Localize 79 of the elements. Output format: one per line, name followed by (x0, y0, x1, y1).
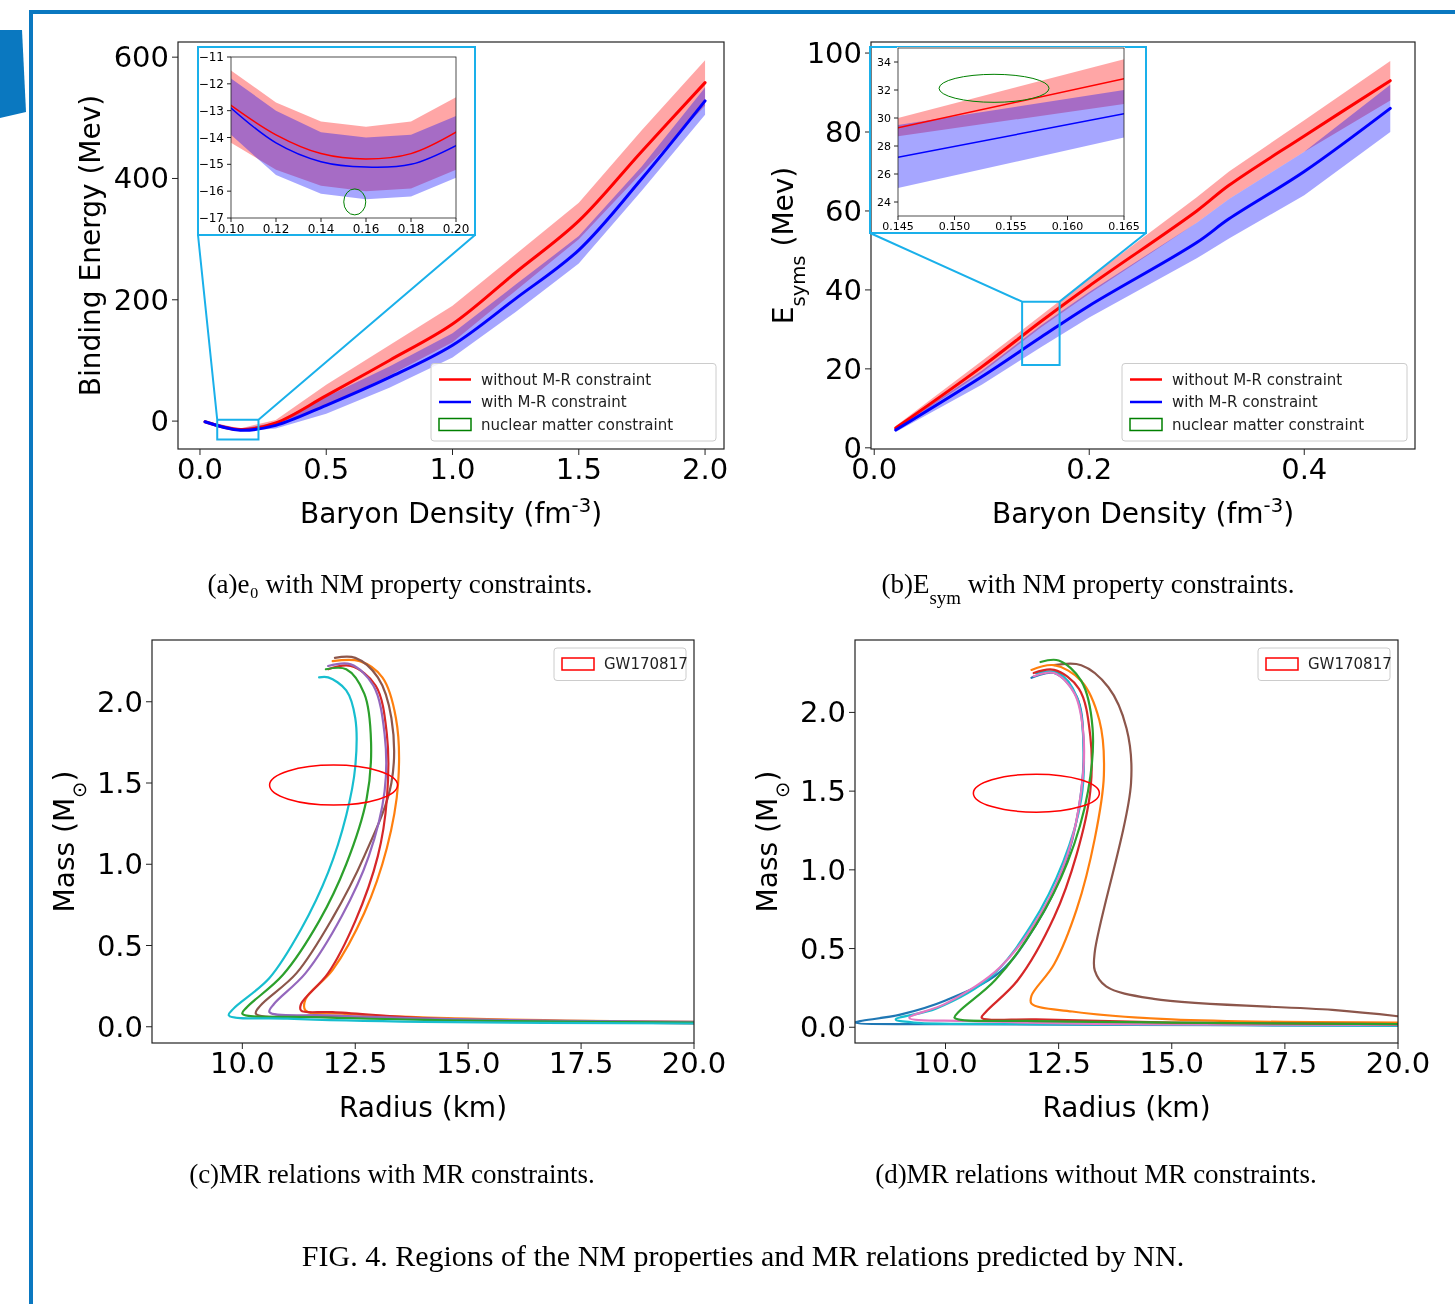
y-tick-label: −12 (198, 76, 224, 91)
y-axis-title: Binding Energy (Mev) (74, 94, 107, 397)
legend-label: without M-R constraint (481, 370, 652, 389)
y-tick-label: 1.0 (96, 847, 143, 882)
x-axis-title: Baryon Density (fm$^{-3}$) (991, 493, 1295, 530)
x-tick-label: 1.5 (555, 451, 602, 486)
y-tick-label: 20 (825, 351, 862, 386)
y-tick-label: 0.0 (96, 1009, 143, 1044)
x-tick-label: 0.165 (1108, 220, 1140, 233)
annotation: GW170817 (1308, 655, 1392, 673)
y-tick-label: 2.0 (799, 695, 846, 730)
key-box: GW170817 (1257, 647, 1392, 681)
y-tick-label: 100 (806, 36, 862, 71)
x-tick-label: 0.150 (938, 220, 971, 233)
x-tick-label: 1.0 (429, 451, 476, 486)
y-tick-label: 1.5 (799, 774, 846, 809)
x-axis-title: Radius (km) (1042, 1091, 1211, 1124)
y-tick-label: −15 (198, 157, 224, 172)
x-tick-label: 12.5 (1026, 1045, 1091, 1080)
x-tick-label: 0.5 (303, 451, 350, 486)
y-tick-label: 0 (150, 404, 169, 439)
x-tick-label: 0.16 (352, 221, 380, 236)
x-tick-label: 2.0 (682, 451, 729, 486)
x-tick-label: 0.145 (882, 220, 914, 233)
y-tick-label: 1.0 (799, 852, 846, 887)
text: nuclear matter constraint (1172, 415, 1365, 434)
x-tick-label: 0.20 (442, 221, 470, 236)
x-tick-label: 0.155 (995, 220, 1027, 233)
y-tick-label: 2.0 (96, 684, 143, 719)
x-tick-label: 17.5 (548, 1045, 614, 1080)
x-tick-label: 0.18 (397, 221, 425, 236)
legend-label: with M-R constraint (1172, 393, 1318, 411)
text: (b)E$_{sym}$ with NM property constraints. (881, 569, 1295, 608)
line-series (231, 107, 456, 169)
y-tick-label: −16 (198, 184, 224, 199)
y-tick-label: 400 (113, 161, 169, 196)
x-tick-label: 0.160 (1051, 220, 1084, 233)
legend-label: with M-R constraint (481, 393, 627, 411)
y-tick-label: −13 (198, 103, 224, 118)
x-axis-title: Radius (km) (338, 1091, 508, 1124)
y-tick-label: 0.5 (96, 928, 143, 963)
y-tick-label: 200 (113, 282, 169, 317)
y-tick-label: 0.0 (799, 1010, 846, 1045)
y-tick-label: 80 (825, 115, 862, 150)
y-tick-label: 28 (877, 139, 891, 153)
y-tick-label: 600 (113, 40, 169, 75)
legend-label: without M-R constraint (1172, 370, 1343, 389)
y-tick-label: 60 (825, 193, 862, 228)
x-tick-label: 12.5 (322, 1045, 388, 1080)
x-tick-label: 0.12 (262, 221, 290, 236)
y-tick-label: −11 (198, 50, 224, 64)
y-tick-label: 40 (825, 272, 862, 307)
key-box: GW170817 (553, 647, 688, 681)
y-tick-label: −14 (198, 130, 224, 145)
x-tick-label: 10.0 (913, 1045, 978, 1080)
x-tick-label: 17.5 (1252, 1045, 1318, 1080)
x-axis-title: Baryon Density (fm$^{-3}$) (299, 493, 603, 530)
y-tick-label: 30 (877, 111, 891, 125)
y-tick-label: 26 (877, 167, 891, 181)
x-tick-label: 20.0 (1365, 1045, 1431, 1080)
y-tick-label: 24 (877, 195, 891, 209)
y-tick-label: 1.5 (96, 766, 143, 800)
y-tick-label: 32 (877, 83, 891, 97)
y-tick-label: 0.5 (799, 931, 846, 966)
x-tick-label: 10.0 (210, 1045, 275, 1080)
x-tick-label: 0.2 (1066, 451, 1113, 486)
x-tick-label: 0.14 (307, 221, 335, 236)
caption: FIG. 4. Regions of the NM properties and MR relations predicted by NN. (301, 1239, 1185, 1272)
text: (a)e₀ with NM property constraints. (207, 569, 593, 599)
x-tick-label: 0.4 (1281, 451, 1328, 486)
line-series (231, 104, 456, 160)
text: nuclear matter constraint (481, 415, 674, 434)
x-tick-label: 15.0 (1139, 1045, 1205, 1080)
x-tick-label: 20.0 (661, 1045, 727, 1080)
x-tick-label: 15.0 (435, 1045, 501, 1080)
text: (c)MR relations with MR constraints. (189, 1159, 595, 1189)
y-tick-label: 34 (877, 55, 891, 69)
annotation: GW170817 (604, 655, 688, 673)
text: (d)MR relations without MR constraints. (875, 1159, 1317, 1189)
